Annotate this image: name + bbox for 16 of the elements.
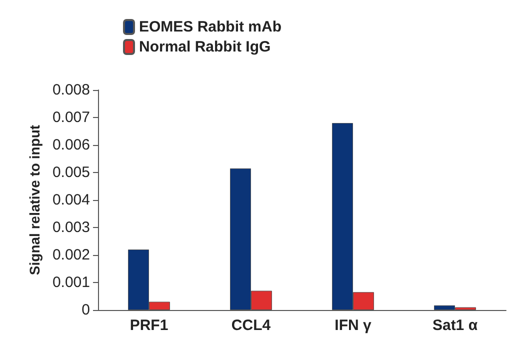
y-tick-label: 0.006 — [52, 136, 90, 154]
y-tick-label: 0.003 — [52, 219, 90, 236]
y-tick-label: 0 — [82, 302, 90, 318]
x-tick-label: CCL4 — [231, 317, 272, 334]
y-tick-label: 0.005 — [52, 164, 90, 181]
y-tick-label: 0.001 — [52, 274, 90, 291]
x-tick-label: PRF1 — [130, 317, 168, 334]
y-tick-label: 0.004 — [52, 192, 90, 208]
legend-label: EOMES Rabbit mAb — [139, 18, 282, 36]
y-axis-title: Signal relative to input — [26, 124, 43, 276]
y-tick-label: 0.007 — [52, 109, 90, 126]
legend-label: Normal Rabbit IgG — [139, 38, 271, 56]
x-tick-label: IFN γ — [334, 317, 372, 334]
x-tick-label: Sat1 α — [432, 317, 478, 334]
y-tick-label: 0.008 — [52, 82, 90, 98]
y-tick-label: 0.002 — [52, 246, 90, 264]
